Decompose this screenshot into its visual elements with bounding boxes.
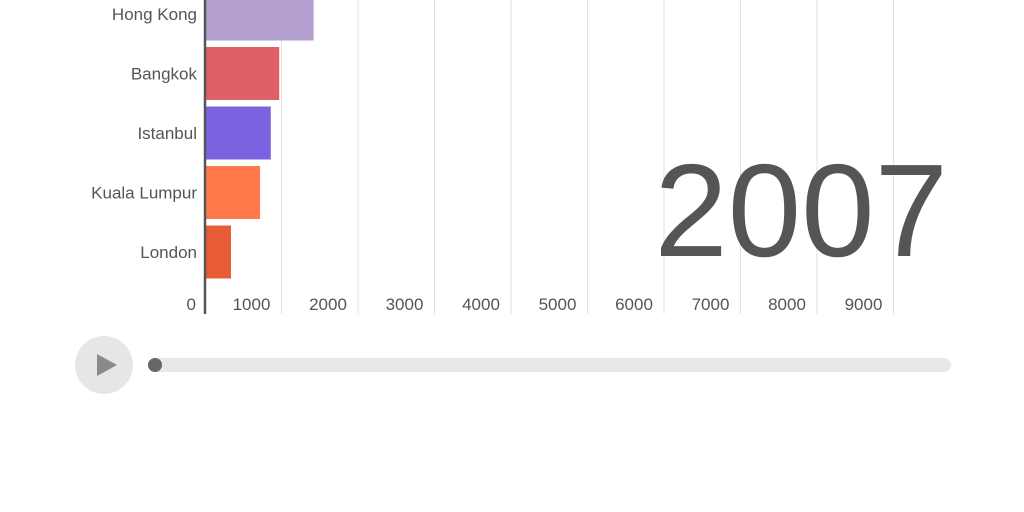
bars: [206, 0, 314, 279]
x-tick-label: 4000: [462, 295, 500, 314]
x-tick-label: 8000: [768, 295, 806, 314]
x-tick-label: 2000: [309, 295, 347, 314]
timeline-slider[interactable]: [148, 358, 951, 372]
bar: [206, 225, 232, 279]
bar-chart: Hong Kong Bangkok Istanbul Kuala Lumpur Lond…: [91, 0, 948, 314]
x-axis-ticks: 0 1000 2000 3000 4000 5000 6000 7000 8000 9000: [187, 295, 883, 314]
bar: [206, 47, 280, 100]
x-tick-label: 5000: [539, 295, 577, 314]
bar: [206, 106, 271, 160]
x-tick-label: 9000: [845, 295, 883, 314]
bar: [206, 0, 314, 41]
playback-controls: [75, 336, 955, 396]
category-label: Bangkok: [131, 65, 198, 84]
x-tick-label: 7000: [692, 295, 730, 314]
bar: [206, 166, 261, 219]
slider-handle[interactable]: [148, 358, 162, 372]
x-tick-label: 6000: [615, 295, 653, 314]
category-label: London: [140, 243, 197, 262]
play-button[interactable]: [75, 336, 133, 394]
x-tick-label: 0: [187, 295, 196, 314]
category-label: Kuala Lumpur: [91, 184, 197, 203]
grid-lines: [281, 0, 894, 314]
play-icon: [97, 354, 117, 376]
category-label: Istanbul: [137, 124, 197, 143]
year-label: 2007: [654, 137, 948, 284]
category-labels: Hong Kong Bangkok Istanbul Kuala Lumpur Lond…: [91, 5, 197, 262]
category-label: Hong Kong: [112, 5, 197, 24]
x-tick-label: 1000: [233, 295, 271, 314]
x-tick-label: 3000: [386, 295, 424, 314]
